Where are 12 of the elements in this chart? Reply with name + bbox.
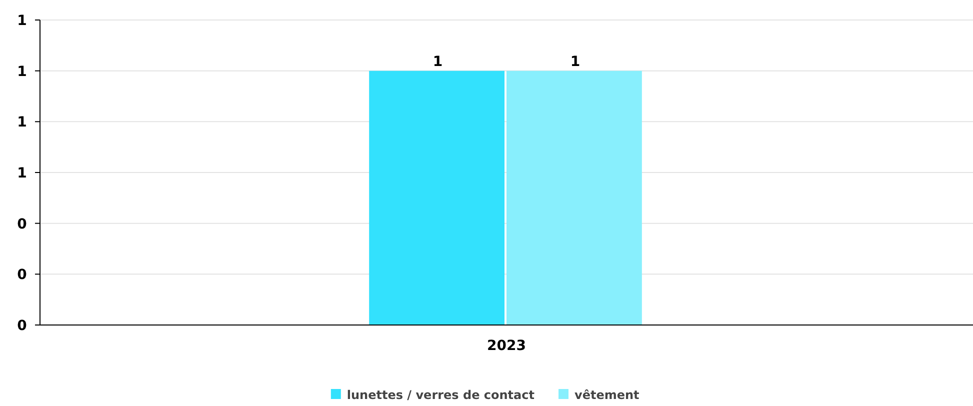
legend-label: lunettes / verres de contact [346,388,535,402]
legend-label: vêtement [574,388,640,402]
y-tick-label: 1 [17,13,27,29]
y-tick-label: 1 [17,64,27,80]
y-tick-label: 0 [17,216,28,232]
y-tick-label: 0 [17,318,28,334]
y-tick-label: 0 [17,267,28,284]
data-label: 1 [432,54,443,70]
y-tick-label: 1 [17,114,27,131]
x-tick-label: 2023 [487,338,526,354]
data-label: 1 [570,54,580,70]
y-tick-label: 1 [17,166,27,182]
